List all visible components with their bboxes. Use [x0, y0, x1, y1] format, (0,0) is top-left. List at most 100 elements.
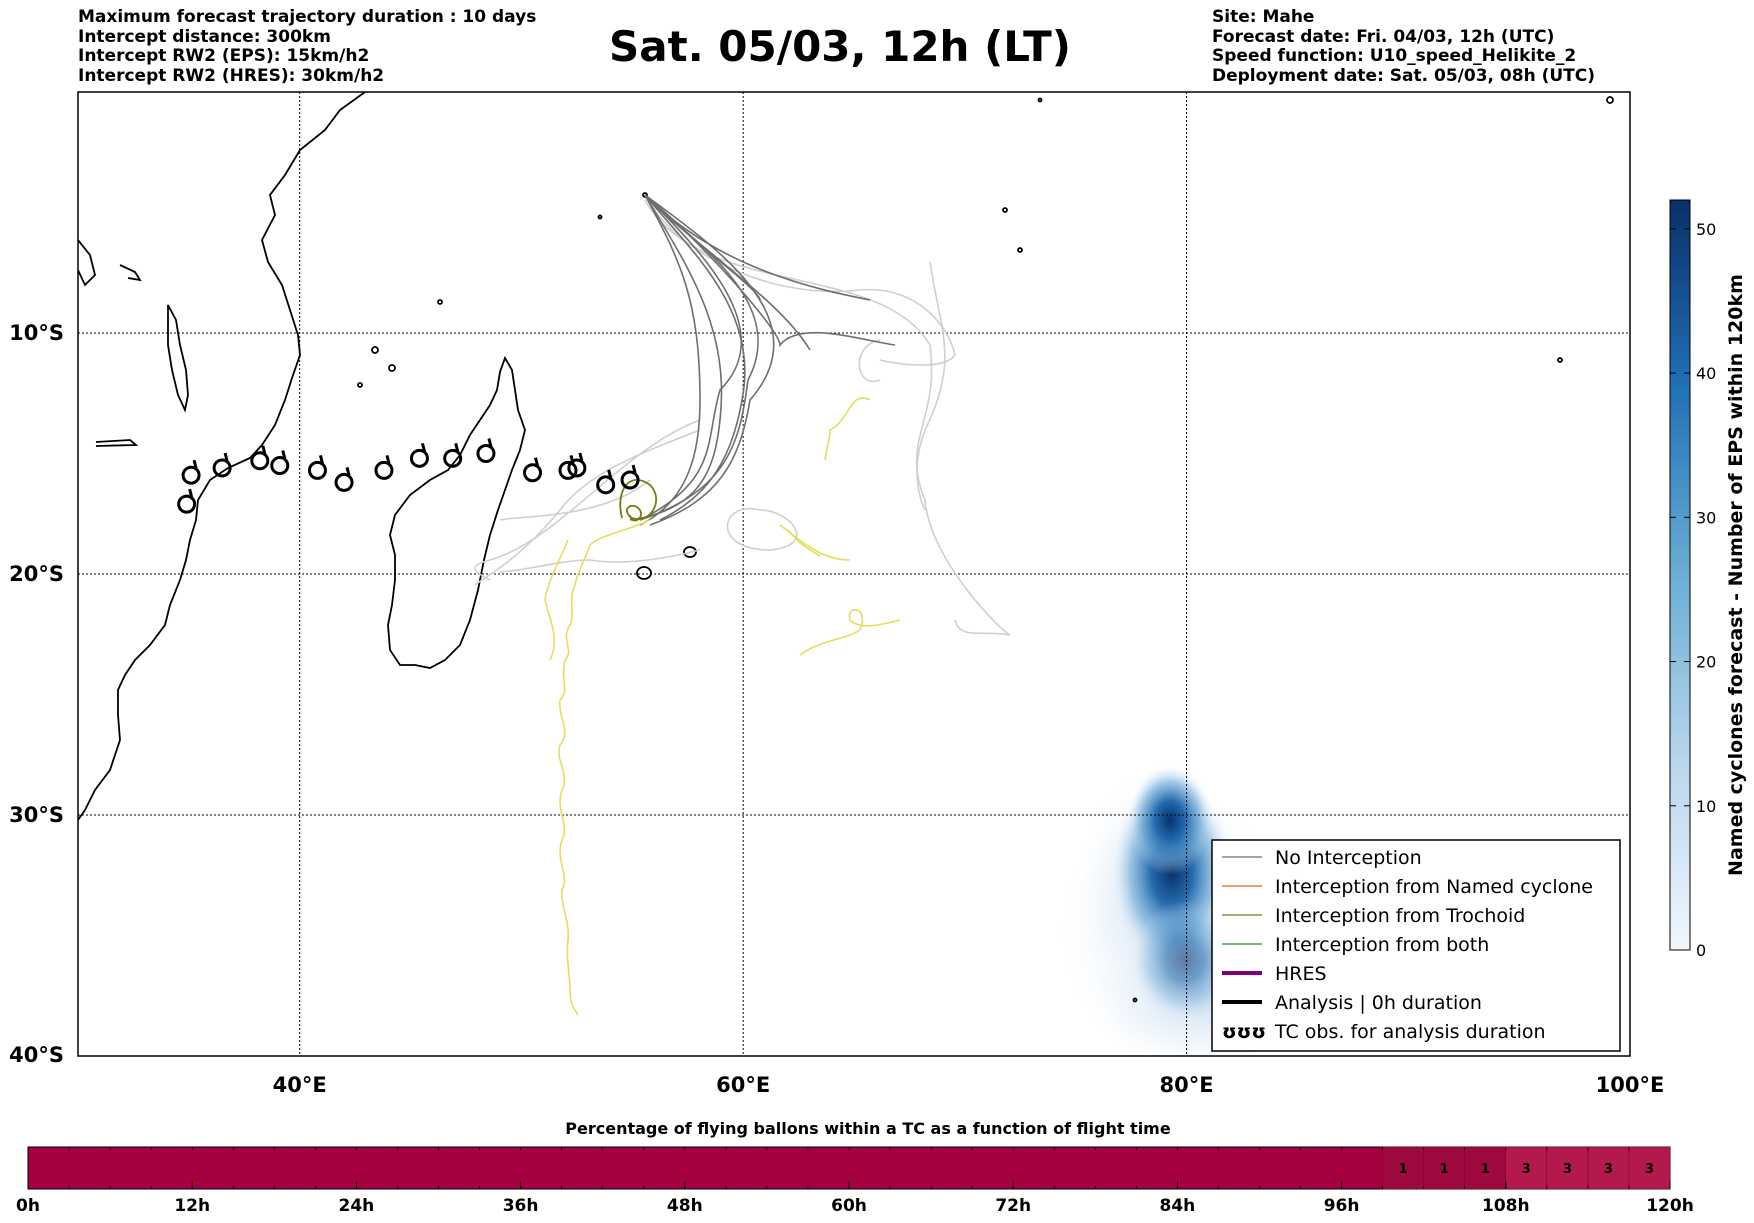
header-line-site: Site: Mahe — [1212, 7, 1315, 27]
header-line-distance: Intercept distance: 300km — [78, 26, 331, 47]
lat-tick-label: 10°S — [9, 321, 64, 345]
colorbar-tick-label: 50 — [1696, 220, 1716, 239]
coastlines — [78, 92, 1614, 1003]
no-interception-dark-tracks — [629, 194, 896, 526]
trochoid-interception-track — [619, 478, 657, 522]
lake-outline — [78, 239, 96, 287]
header-line-rw2-eps: Intercept RW2 (EPS): 15km/h2 — [78, 46, 370, 66]
colorbar-tick-label: 40 — [1696, 364, 1716, 383]
legend-label: Interception from both — [1275, 934, 1489, 956]
yellow-trochoid-track — [558, 519, 651, 1016]
legend-label: Interception from Trochoid — [1275, 905, 1525, 927]
tc-observation-symbols — [177, 438, 640, 514]
seychelles-island — [642, 192, 648, 198]
tc-obs-symbol — [476, 438, 496, 463]
header-line-duration: Maximum forecast trajectory duration : 1… — [78, 7, 537, 27]
lat-tick-label: 30°S — [9, 803, 64, 827]
tc-obs-symbol — [270, 450, 290, 476]
colorbar-tick-label: 20 — [1696, 653, 1716, 672]
flight-time-tick-label: 72h — [995, 1196, 1031, 1216]
reunion-island — [683, 546, 697, 558]
lon-tick-label: 40°E — [273, 1073, 327, 1097]
tc-obs-symbol — [177, 488, 197, 514]
flight-time-cell-value: 3 — [1645, 1162, 1654, 1177]
legend-label: HRES — [1275, 963, 1327, 985]
tc-obs-symbol — [620, 464, 640, 490]
tc-obs-symbol — [567, 452, 587, 478]
flight-time-tick-label: 0h — [16, 1196, 40, 1216]
tc-obs-symbol — [596, 469, 616, 495]
lon-tick-label: 100°E — [1596, 1073, 1665, 1097]
flight-time-tick-label: 60h — [831, 1196, 867, 1216]
yellow-tracks — [544, 397, 901, 1016]
colorbar-tick-label: 30 — [1696, 508, 1716, 527]
tc-obs-symbol — [523, 457, 543, 483]
legend-label: TC obs. for analysis duration — [1274, 1021, 1546, 1043]
tc-obs-symbol — [334, 467, 354, 492]
island — [1557, 357, 1563, 363]
africa-coastline — [78, 92, 366, 821]
flight-time-cell — [1423, 1146, 1465, 1190]
tc-obs-symbol — [250, 445, 270, 471]
flight-time-tick-label: 96h — [1324, 1196, 1360, 1216]
map-gridlines — [78, 92, 1630, 1056]
tc-obs-symbol — [181, 459, 201, 485]
flight-time-cell — [1464, 1146, 1507, 1190]
island — [597, 214, 603, 220]
colorbar-label: Named cyclones forecast - Number of EPS … — [1725, 274, 1747, 876]
header-line-forecast-date: Forecast date: Fri. 04/03, 12h (UTC) — [1212, 26, 1555, 47]
flight-time-cell — [1382, 1146, 1424, 1190]
tc-obs-symbol — [374, 455, 394, 480]
flight-time-bar: Percentage of flying ballons within a TC… — [16, 1119, 1694, 1216]
mauritius-island — [636, 566, 652, 580]
madagascar-coastline — [387, 355, 526, 669]
flight-time-tick-label: 108h — [1482, 1196, 1530, 1216]
flight-time-cell-value: 1 — [1399, 1162, 1408, 1177]
legend-box — [1211, 839, 1621, 1052]
lake-outline — [119, 264, 142, 282]
flight-time-cell-value: 3 — [1563, 1162, 1572, 1177]
flight-time-cell — [1587, 1146, 1630, 1190]
map-title: Sat. 05/03, 12h (LT) — [609, 22, 1071, 71]
header-line-deployment-date: Deployment date: Sat. 05/03, 08h (UTC) — [1212, 65, 1596, 86]
flight-time-tick-label: 84h — [1160, 1196, 1196, 1216]
header-line-speed-function: Speed function: U10_speed_Helikite_2 — [1212, 46, 1577, 66]
comoros-island — [357, 382, 363, 388]
colorbar-tick-label: 10 — [1696, 797, 1716, 816]
flight-time-cell-value: 1 — [1481, 1162, 1490, 1177]
flight-time-cell-value: 3 — [1604, 1162, 1613, 1177]
island — [1606, 96, 1614, 104]
comoros-island — [388, 364, 396, 372]
legend-label: Analysis | 0h duration — [1275, 992, 1482, 1014]
flight-time-tick-label: 24h — [339, 1196, 375, 1216]
tc-obs-symbol — [307, 455, 327, 480]
lon-tick-label: 80°E — [1160, 1073, 1214, 1097]
legend: No Interception Interception from Named c… — [1211, 839, 1621, 1052]
header-info-right: Site: Mahe Forecast date: Fri. 04/03, 12… — [1212, 7, 1596, 86]
flight-time-tick-label: 120h — [1646, 1196, 1694, 1216]
tc-obs-symbol — [443, 442, 463, 468]
flight-time-tick-label: 12h — [174, 1196, 210, 1216]
island — [437, 299, 443, 305]
flight-time-bar-title: Percentage of flying ballons within a TC… — [565, 1119, 1171, 1138]
lon-tick-label: 60°E — [716, 1073, 770, 1097]
island — [1017, 247, 1023, 253]
header-line-rw2-hres: Intercept RW2 (HRES): 30km/h2 — [78, 65, 385, 86]
comoros-island — [371, 346, 379, 354]
island — [1002, 207, 1008, 213]
legend-label: Interception from Named cyclone — [1275, 876, 1593, 898]
tc-obs-symbol — [409, 442, 429, 468]
flight-time-cell-value: 3 — [1522, 1162, 1531, 1177]
no-interception-light-tracks — [474, 194, 1011, 636]
cyclone-colorbar: Named cyclones forecast - Number of EPS … — [1669, 199, 1747, 960]
map-axis-labels: 40°E 60°E 80°E 100°E 10°S 20°S 30°S 40°S — [9, 321, 1664, 1097]
flight-time-tick-label: 36h — [503, 1196, 539, 1216]
flight-time-cell — [1546, 1146, 1589, 1190]
tc-obs-symbol — [212, 452, 232, 478]
flight-time-tick-label: 48h — [667, 1196, 703, 1216]
colorbar-tick-label: 0 — [1696, 941, 1706, 960]
map-border — [77, 91, 1631, 1057]
lat-tick-label: 20°S — [9, 562, 64, 586]
legend-tc-symbol-icon: ʊʊʊ — [1222, 1021, 1266, 1043]
